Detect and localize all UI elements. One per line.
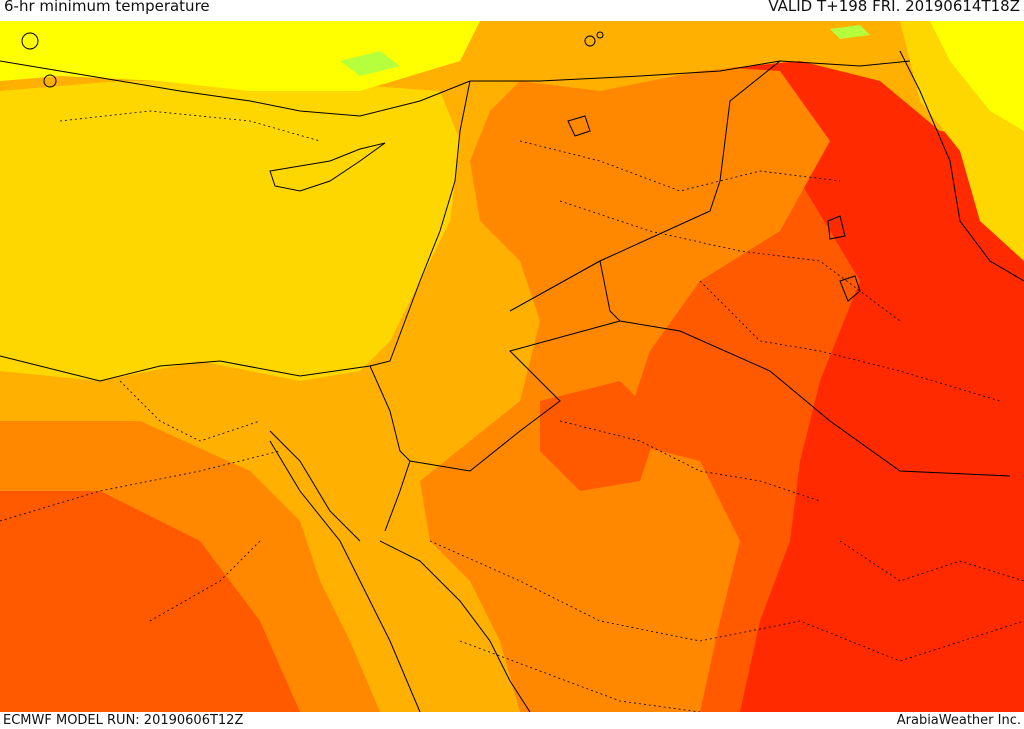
coastlines <box>0 50 1024 712</box>
footer-bar: ECMWF MODEL RUN: 20190606T12Z ArabiaWeat… <box>0 712 1024 729</box>
province-borders <box>0 110 1024 712</box>
temp-band-2 <box>0 81 460 381</box>
country-borders <box>369 60 1011 477</box>
temp-band-1-northeast <box>930 21 1024 131</box>
temp-pocket-central <box>540 381 660 491</box>
temp-green-accent <box>340 51 400 76</box>
gulf-of-suez <box>269 430 361 542</box>
egypt-israel-border <box>369 365 411 462</box>
cyprus-outline <box>269 142 386 192</box>
islands <box>21 31 604 88</box>
model-run-label: ECMWF MODEL RUN: 20190606T12Z <box>3 713 244 728</box>
turkey-syria-border <box>470 60 911 82</box>
turkey-coast <box>0 60 471 117</box>
red-sea-west-coast <box>269 440 421 712</box>
persian-gulf-coast <box>899 50 1024 282</box>
red-sea-east-coast <box>379 540 531 712</box>
map-title: 6-hr minimum temperature <box>4 0 210 15</box>
temp-green-accent-east <box>830 25 870 39</box>
gulf-of-aqaba <box>384 460 411 532</box>
iraq-saudi-border <box>619 320 1011 477</box>
header-bar: 6-hr minimum temperature VALID T+198 FRI… <box>0 0 1024 21</box>
inland-lakes <box>567 115 861 302</box>
temperature-map[interactable] <box>0 21 1024 712</box>
valid-time-label: VALID T+198 FRI. 20190614T18Z <box>768 0 1020 15</box>
map-canvas <box>0 21 1024 712</box>
levant-coast <box>369 80 471 367</box>
temp-pocket-west <box>0 491 260 712</box>
credit-label: ArabiaWeather Inc. <box>896 713 1021 728</box>
jordan-saudi-border <box>409 260 621 472</box>
egypt-north-coast <box>0 355 371 382</box>
